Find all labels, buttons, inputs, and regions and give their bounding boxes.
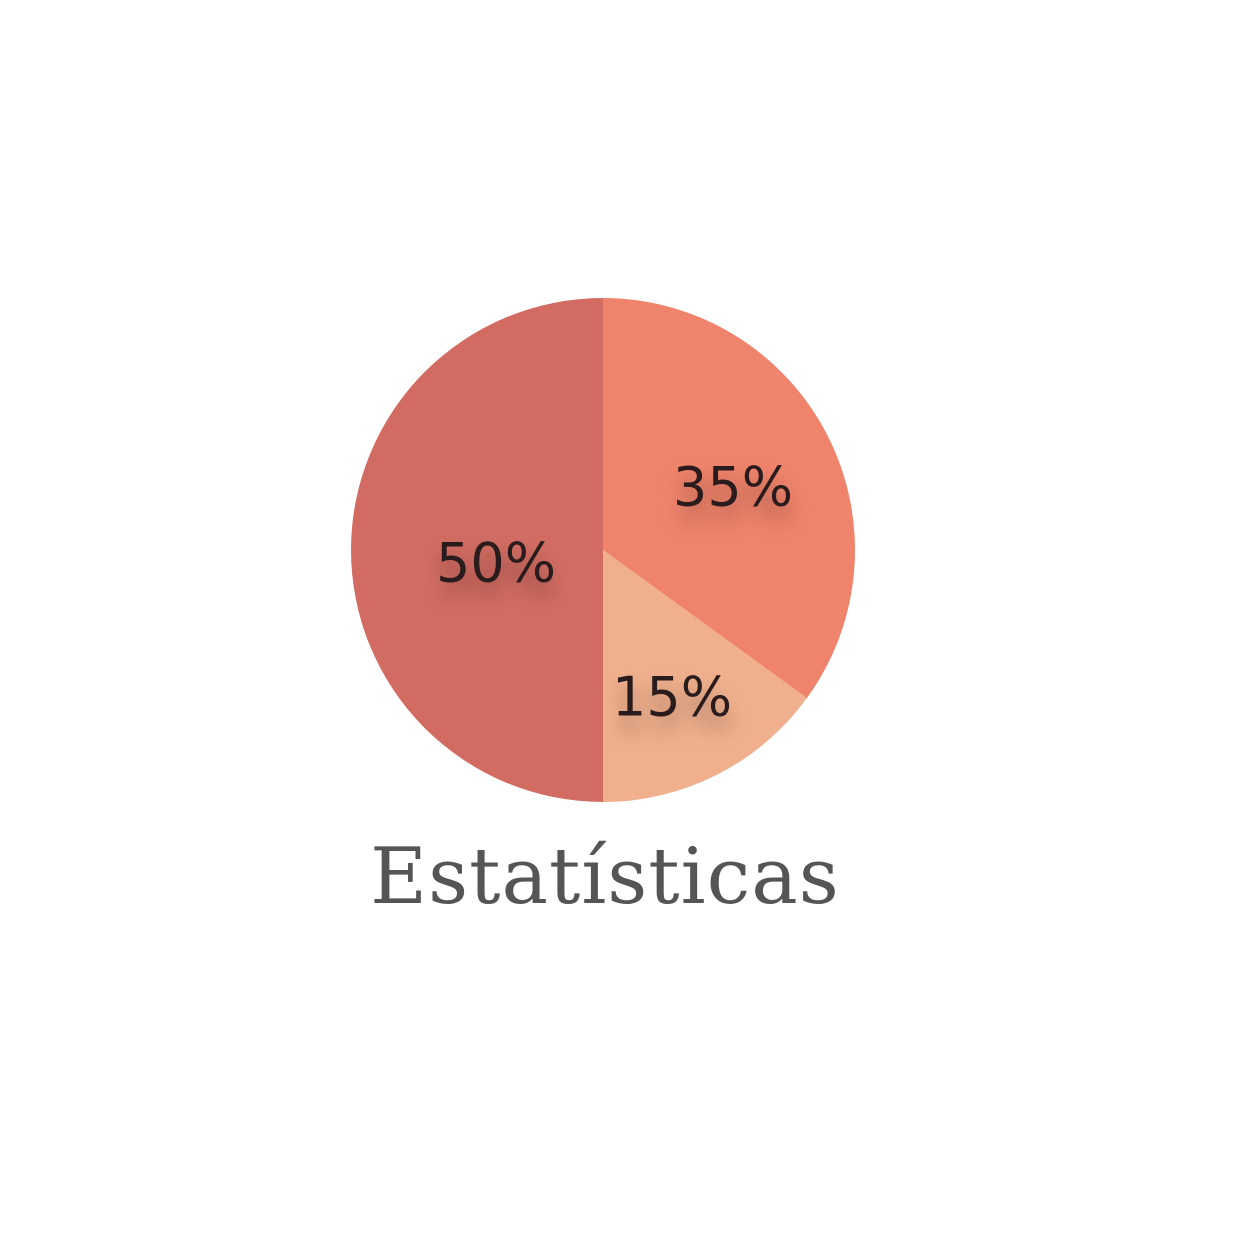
chart-title: Estatísticas [370,832,840,922]
slice-label-35: 35% [673,456,793,519]
slice-label-15: 15% [612,666,732,729]
pie-slices [351,298,855,803]
pie-slice-35 [603,298,855,699]
slice-label-50: 50% [436,532,556,595]
pie-labels: 35% 15% 50% [436,456,793,729]
pie-slice-50 [351,298,603,802]
pie-slice-15 [603,550,807,803]
